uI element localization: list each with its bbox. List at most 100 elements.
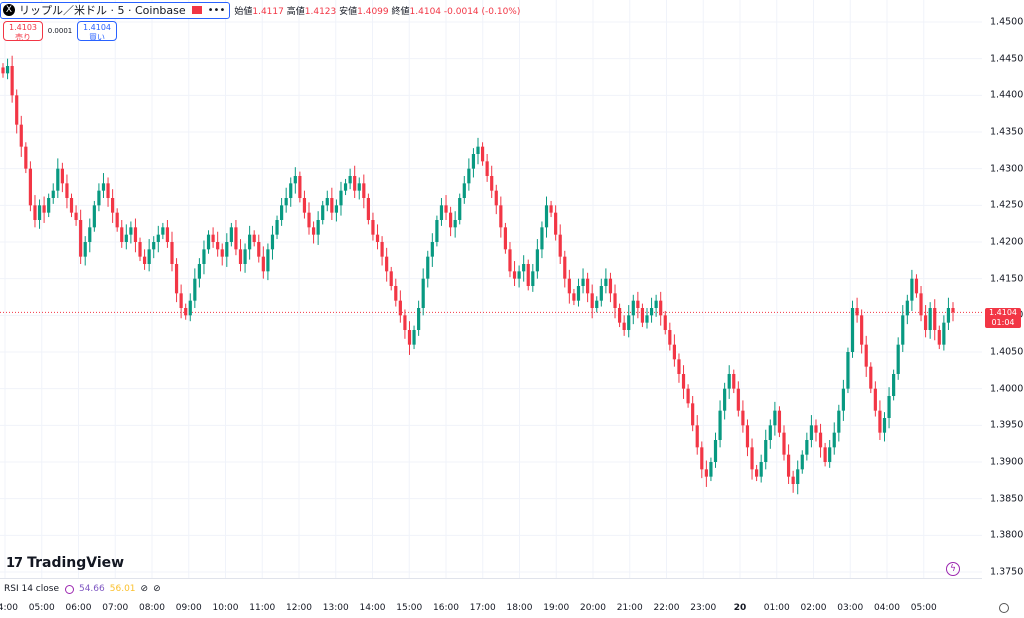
candle-body bbox=[83, 242, 87, 257]
time-tick-label: 18:00 bbox=[506, 603, 533, 613]
candle-body bbox=[467, 168, 471, 184]
candle-body bbox=[284, 198, 288, 206]
candle-body bbox=[243, 249, 247, 264]
candle-body bbox=[124, 234, 128, 242]
candle-body bbox=[188, 300, 192, 316]
price-tick-label: 1.4000 bbox=[990, 383, 1024, 395]
candle-body bbox=[28, 168, 33, 206]
candle-body bbox=[147, 249, 151, 264]
candle-body bbox=[800, 454, 804, 470]
time-axis[interactable]: 04:00 05:00 06:00 07:00 08:00 09:00 10:00 11:00… bbox=[0, 598, 1024, 618]
candle-body bbox=[681, 374, 686, 389]
candle-body bbox=[184, 308, 188, 316]
buy-button[interactable]: 1.4104 買い bbox=[77, 21, 117, 42]
time-tick-label: 02:00 bbox=[800, 603, 827, 613]
candle-body bbox=[923, 315, 928, 330]
candle-body bbox=[248, 234, 252, 250]
candle-body bbox=[636, 300, 640, 308]
candle-body bbox=[97, 190, 101, 206]
candle-body bbox=[458, 198, 462, 220]
candle-body bbox=[421, 278, 425, 308]
price-tick-label: 1.4400 bbox=[990, 89, 1024, 101]
price-tick-label: 1.4200 bbox=[990, 236, 1024, 248]
time-tick-label: 20:00 bbox=[580, 603, 606, 613]
current-price-value: 1.4104 bbox=[989, 308, 1017, 317]
candle-body bbox=[595, 300, 599, 308]
candle-body bbox=[371, 220, 375, 235]
candlestick-chart[interactable] bbox=[0, 0, 982, 578]
time-tick-label: 14:00 bbox=[359, 603, 386, 613]
candle-body bbox=[946, 308, 951, 323]
candle-body bbox=[47, 198, 51, 213]
candle-body bbox=[855, 308, 859, 316]
price-tick-label: 1.3950 bbox=[990, 419, 1024, 431]
candle-body bbox=[846, 352, 850, 389]
candle-body bbox=[919, 293, 923, 316]
time-tick-label: 21:00 bbox=[616, 603, 643, 613]
candle-body bbox=[613, 293, 617, 308]
lightning-icon[interactable]: ϟ bbox=[946, 562, 960, 576]
candle-body bbox=[60, 168, 64, 184]
flag-icon[interactable] bbox=[191, 6, 202, 14]
tradingview-logo[interactable]: 17 TradingView bbox=[6, 555, 124, 571]
candle-body bbox=[407, 330, 412, 345]
hide-icon[interactable]: ⊘ bbox=[153, 584, 161, 594]
candle-body bbox=[42, 205, 46, 213]
candle-body bbox=[887, 396, 891, 418]
sell-button[interactable]: 1.4103 売り bbox=[3, 21, 43, 42]
time-tick-label: 04:00 bbox=[874, 603, 900, 613]
candle-body bbox=[723, 388, 727, 411]
candle-body bbox=[494, 190, 498, 206]
candle-body bbox=[394, 286, 398, 301]
symbol-selector[interactable]: X リップル／米ドル · 5 · Coinbase ••• bbox=[0, 1, 231, 19]
symbol-title[interactable]: リップル／米ドル · 5 · Coinbase bbox=[19, 4, 186, 17]
candle-body bbox=[896, 344, 900, 374]
candle-body bbox=[92, 205, 96, 228]
candle-body bbox=[850, 308, 855, 352]
candle-body bbox=[56, 168, 60, 191]
candle-body bbox=[321, 205, 325, 220]
candle-body bbox=[882, 418, 887, 433]
time-tick-label: 06:00 bbox=[65, 603, 92, 613]
candle-body bbox=[211, 234, 215, 242]
candle-body bbox=[375, 234, 380, 242]
candle-body bbox=[490, 176, 494, 191]
candle-body bbox=[622, 322, 626, 330]
gear-icon[interactable] bbox=[999, 603, 1009, 613]
candle-body bbox=[741, 410, 745, 426]
close-value: 1.4104 bbox=[409, 6, 442, 17]
candle-body bbox=[426, 256, 430, 279]
candle-body bbox=[864, 344, 868, 367]
price-axis[interactable]: 1.4500 1.4450 1.4400 1.4350 1.4300 1.4250 1.42… bbox=[982, 0, 1024, 598]
hide-icon[interactable]: ⊘ bbox=[140, 584, 149, 594]
candle-body bbox=[37, 205, 42, 220]
price-tick-label: 1.4250 bbox=[990, 199, 1024, 211]
pane-divider[interactable] bbox=[0, 578, 982, 579]
candle-body bbox=[668, 330, 672, 345]
candles bbox=[1, 55, 955, 495]
rsi-settings-icon[interactable] bbox=[64, 584, 74, 594]
time-tick-label: 10:00 bbox=[212, 603, 239, 613]
candle-body bbox=[275, 220, 279, 235]
rsi-label: RSI 14 close bbox=[4, 584, 59, 594]
candle-body bbox=[238, 249, 243, 264]
time-tick-label: 13:00 bbox=[322, 603, 349, 613]
candle-body bbox=[586, 278, 590, 294]
candle-body bbox=[133, 227, 138, 242]
candle-body bbox=[905, 300, 909, 316]
change-value: -0.0014 (-0.10%) bbox=[443, 6, 521, 17]
chart-area[interactable] bbox=[0, 0, 982, 578]
price-tick-label: 1.3900 bbox=[990, 456, 1024, 468]
candle-body bbox=[142, 256, 147, 264]
buy-label: 買い bbox=[89, 32, 105, 42]
candle-body bbox=[677, 359, 681, 374]
time-tick-label: 20 bbox=[733, 603, 747, 613]
more-menu-icon[interactable]: ••• bbox=[207, 4, 226, 16]
candle-body bbox=[691, 403, 695, 426]
candle-body bbox=[512, 271, 517, 279]
candle-body bbox=[257, 242, 261, 257]
candle-body bbox=[65, 183, 69, 198]
candle-body bbox=[823, 447, 827, 462]
rsi-legend[interactable]: RSI 14 close 54.66 56.01 ⊘ ⊘ bbox=[4, 584, 166, 594]
candle-body bbox=[471, 154, 476, 169]
